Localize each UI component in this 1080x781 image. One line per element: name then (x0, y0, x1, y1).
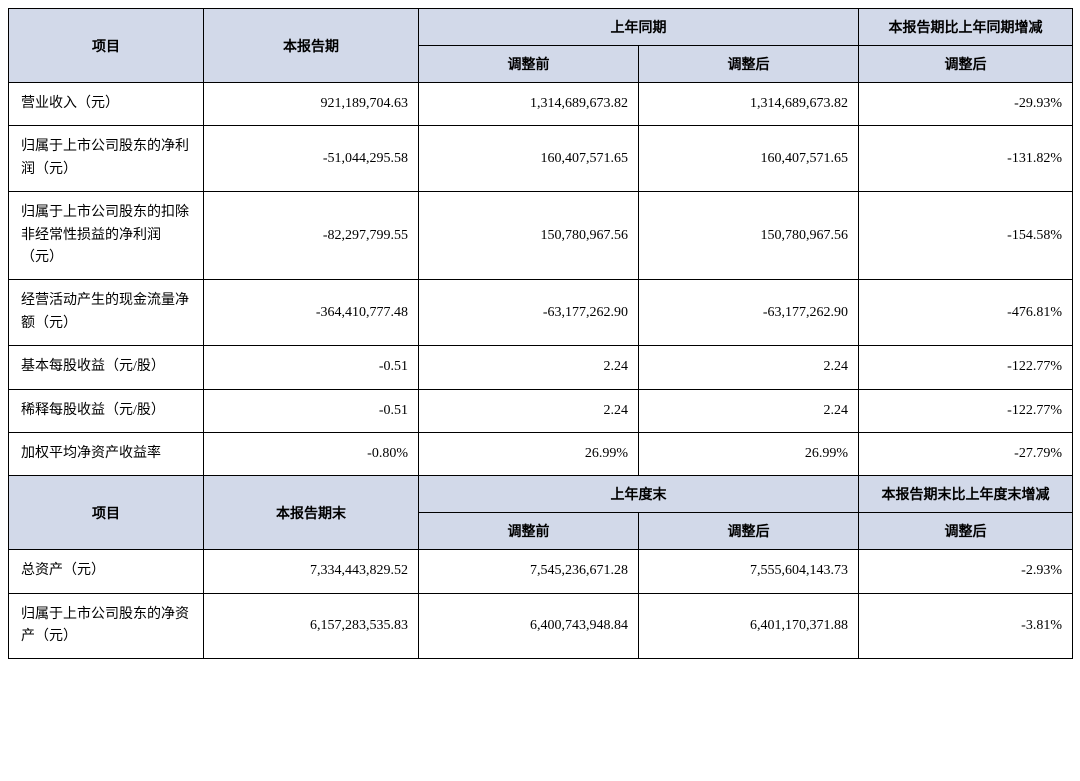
cell-before: 2.24 (419, 346, 639, 389)
table-row: 加权平均净资产收益率-0.80%26.99%26.99%-27.79% (9, 432, 1073, 475)
row-label: 稀释每股收益（元/股） (9, 389, 204, 432)
cell-current: -0.51 (204, 389, 419, 432)
col-before-adj: 调整前 (419, 46, 639, 83)
col-change: 本报告期末比上年度末增减 (859, 476, 1073, 513)
cell-before: 2.24 (419, 389, 639, 432)
cell-current: 6,157,283,535.83 (204, 593, 419, 659)
cell-change: -476.81% (859, 280, 1073, 346)
cell-before: -63,177,262.90 (419, 280, 639, 346)
table-row: 归属于上市公司股东的净利润（元）-51,044,295.58160,407,57… (9, 126, 1073, 192)
cell-after: 7,555,604,143.73 (639, 550, 859, 593)
table-row: 营业收入（元）921,189,704.631,314,689,673.821,3… (9, 83, 1073, 126)
cell-current: 7,334,443,829.52 (204, 550, 419, 593)
row-label: 总资产（元） (9, 550, 204, 593)
col-change: 本报告期比上年同期增减 (859, 9, 1073, 46)
col-after-adj: 调整后 (639, 46, 859, 83)
cell-current: -364,410,777.48 (204, 280, 419, 346)
table-row: 基本每股收益（元/股）-0.512.242.24-122.77% (9, 346, 1073, 389)
row-label: 归属于上市公司股东的净资产（元） (9, 593, 204, 659)
col-item: 项目 (9, 476, 204, 550)
col-after-adj2: 调整后 (859, 46, 1073, 83)
cell-current: 921,189,704.63 (204, 83, 419, 126)
cell-after: 150,780,967.56 (639, 192, 859, 280)
cell-current: -51,044,295.58 (204, 126, 419, 192)
cell-change: -122.77% (859, 346, 1073, 389)
col-after-adj2: 调整后 (859, 513, 1073, 550)
row-label: 加权平均净资产收益率 (9, 432, 204, 475)
table-row: 稀释每股收益（元/股）-0.512.242.24-122.77% (9, 389, 1073, 432)
cell-change: -27.79% (859, 432, 1073, 475)
cell-current: -0.51 (204, 346, 419, 389)
cell-after: -63,177,262.90 (639, 280, 859, 346)
cell-after: 26.99% (639, 432, 859, 475)
cell-change: -131.82% (859, 126, 1073, 192)
row-label: 归属于上市公司股东的净利润（元） (9, 126, 204, 192)
cell-before: 6,400,743,948.84 (419, 593, 639, 659)
cell-change: -29.93% (859, 83, 1073, 126)
col-prior: 上年同期 (419, 9, 859, 46)
table-row: 归属于上市公司股东的净资产（元）6,157,283,535.836,400,74… (9, 593, 1073, 659)
cell-before: 150,780,967.56 (419, 192, 639, 280)
cell-change: -122.77% (859, 389, 1073, 432)
cell-after: 6,401,170,371.88 (639, 593, 859, 659)
col-current: 本报告期末 (204, 476, 419, 550)
cell-change: -3.81% (859, 593, 1073, 659)
cell-after: 1,314,689,673.82 (639, 83, 859, 126)
col-after-adj: 调整后 (639, 513, 859, 550)
cell-change: -2.93% (859, 550, 1073, 593)
row-label: 归属于上市公司股东的扣除非经常性损益的净利润（元） (9, 192, 204, 280)
cell-current: -0.80% (204, 432, 419, 475)
col-current: 本报告期 (204, 9, 419, 83)
row-label: 营业收入（元） (9, 83, 204, 126)
col-prior: 上年度末 (419, 476, 859, 513)
table-row: 经营活动产生的现金流量净额（元）-364,410,777.48-63,177,2… (9, 280, 1073, 346)
cell-after: 2.24 (639, 389, 859, 432)
cell-before: 1,314,689,673.82 (419, 83, 639, 126)
row-label: 经营活动产生的现金流量净额（元） (9, 280, 204, 346)
cell-after: 2.24 (639, 346, 859, 389)
table-row: 总资产（元）7,334,443,829.527,545,236,671.287,… (9, 550, 1073, 593)
cell-after: 160,407,571.65 (639, 126, 859, 192)
col-before-adj: 调整前 (419, 513, 639, 550)
table-row: 归属于上市公司股东的扣除非经常性损益的净利润（元）-82,297,799.551… (9, 192, 1073, 280)
cell-change: -154.58% (859, 192, 1073, 280)
row-label: 基本每股收益（元/股） (9, 346, 204, 389)
cell-before: 26.99% (419, 432, 639, 475)
cell-before: 160,407,571.65 (419, 126, 639, 192)
financial-table: 项目本报告期上年同期本报告期比上年同期增减调整前调整后调整后营业收入（元）921… (8, 8, 1073, 659)
cell-before: 7,545,236,671.28 (419, 550, 639, 593)
cell-current: -82,297,799.55 (204, 192, 419, 280)
col-item: 项目 (9, 9, 204, 83)
